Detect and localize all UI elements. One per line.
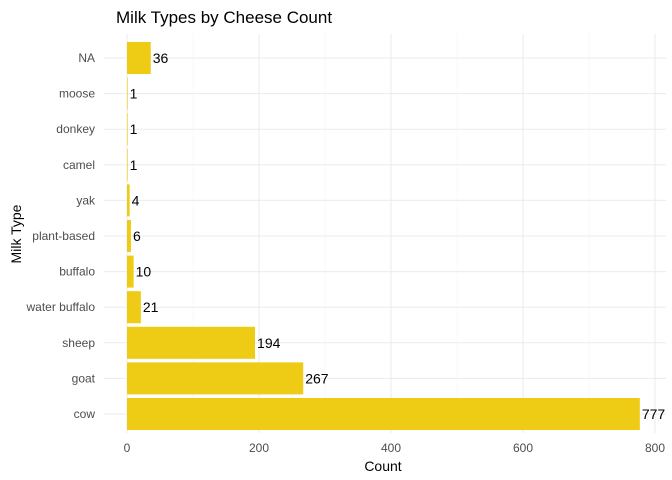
x-tick-label: 800 bbox=[645, 441, 665, 455]
data-label: 194 bbox=[257, 335, 281, 351]
y-tick-label: sheep bbox=[62, 336, 95, 350]
bar-water-buffalo bbox=[127, 291, 141, 324]
x-tick-label: 600 bbox=[513, 441, 533, 455]
data-label: 6 bbox=[133, 228, 141, 244]
y-axis-title: Milk Type bbox=[8, 204, 24, 263]
data-label: 777 bbox=[642, 406, 666, 422]
y-tick-label: goat bbox=[72, 371, 96, 385]
y-tick-label: camel bbox=[63, 158, 95, 172]
x-tick-label: 200 bbox=[249, 441, 269, 455]
x-tick-label: 0 bbox=[124, 441, 131, 455]
data-label: 36 bbox=[153, 50, 169, 66]
y-tick-label: buffalo bbox=[59, 265, 95, 279]
data-label: 21 bbox=[143, 299, 159, 315]
x-tick-label: 400 bbox=[381, 441, 401, 455]
y-axis-ticks: cow goat sheep water buffalo buffalo plant-ba… bbox=[26, 51, 96, 421]
bar-plant-based bbox=[127, 219, 131, 253]
bar-sheep bbox=[127, 326, 256, 359]
data-label: 10 bbox=[136, 264, 152, 280]
y-tick-label: cow bbox=[74, 407, 96, 421]
data-label: 267 bbox=[305, 370, 329, 386]
bar-goat bbox=[127, 362, 304, 395]
bar-na bbox=[127, 41, 151, 75]
data-labels: 777 267 194 21 10 6 4 1 1 1 36 bbox=[130, 50, 666, 422]
y-tick-label: NA bbox=[78, 51, 95, 65]
data-label: 4 bbox=[132, 192, 140, 208]
bar-cow bbox=[127, 397, 640, 431]
bar-donkey bbox=[127, 113, 128, 146]
bar-moose bbox=[127, 77, 128, 110]
y-tick-label: water buffalo bbox=[26, 300, 96, 314]
bars bbox=[127, 41, 640, 431]
data-label: 1 bbox=[130, 121, 138, 137]
y-tick-label: donkey bbox=[56, 122, 95, 136]
data-label: 1 bbox=[130, 86, 138, 102]
x-axis-ticks: 0 200 400 600 800 bbox=[124, 441, 666, 455]
y-tick-label: plant-based bbox=[32, 229, 95, 243]
bar-buffalo bbox=[127, 255, 134, 288]
bar-camel bbox=[127, 148, 128, 181]
y-tick-label: moose bbox=[59, 87, 95, 101]
bar-yak bbox=[127, 184, 130, 217]
chart-title: Milk Types by Cheese Count bbox=[116, 8, 332, 27]
x-axis-title: Count bbox=[364, 458, 401, 474]
y-tick-label: yak bbox=[76, 193, 96, 207]
data-label: 1 bbox=[130, 157, 138, 173]
